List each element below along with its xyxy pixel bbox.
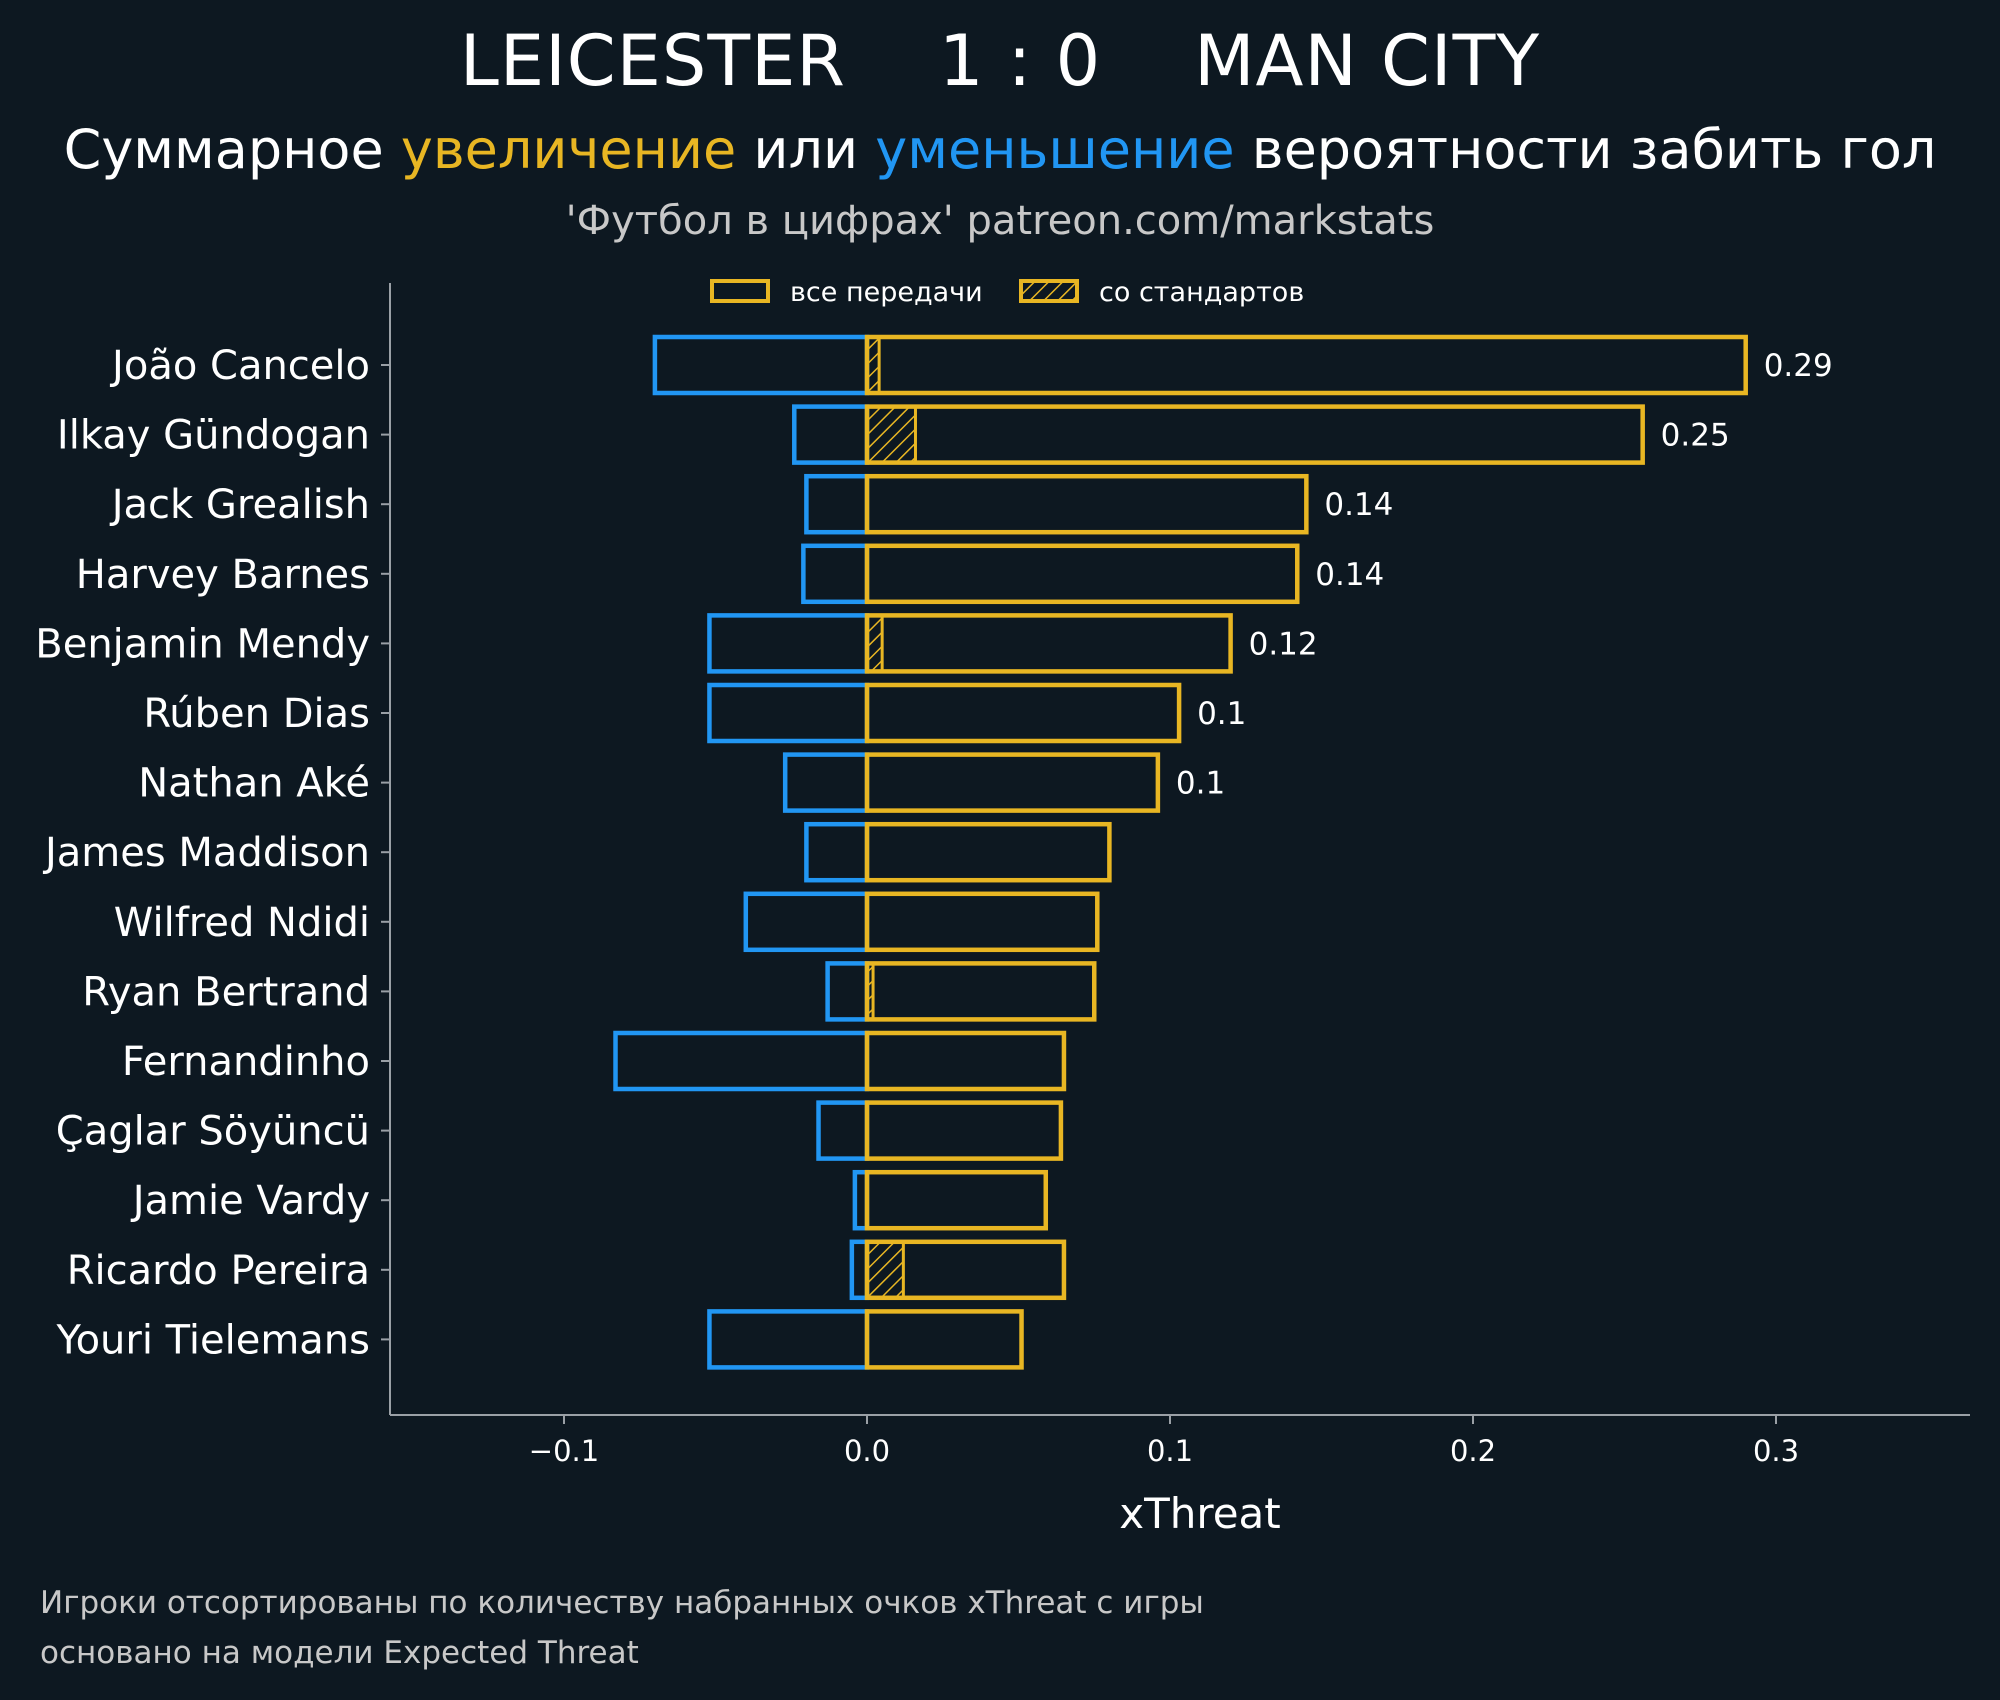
- match-title: LEICESTER 1 : 0 MAN CITY: [0, 20, 2000, 102]
- subtitle-middle: или: [736, 118, 876, 181]
- bar-decrease: [707, 1309, 870, 1370]
- value-label: 0.25: [1661, 418, 1730, 454]
- bar-increase: [864, 752, 1161, 813]
- bar-increase: [864, 334, 1748, 396]
- bar-decrease: [613, 1030, 870, 1092]
- value-label: 0.14: [1324, 487, 1393, 523]
- bar-increase: [864, 891, 1100, 953]
- bar-set-pieces: [865, 1240, 905, 1300]
- bar-decrease: [816, 1100, 870, 1161]
- y-tick-label: Jack Grealish: [109, 482, 370, 528]
- bar-increase: [864, 613, 1233, 674]
- y-tick-label: Benjamin Mendy: [35, 621, 370, 667]
- y-tick-label: Youri Tielemans: [55, 1317, 370, 1363]
- bar-decrease: [743, 891, 870, 953]
- x-axis-label: xThreat: [1119, 1489, 1281, 1538]
- match-score: 1 : 0: [938, 20, 1102, 102]
- subtitle-prefix: Суммарное: [63, 118, 401, 181]
- y-tick-label: Rúben Dias: [143, 691, 370, 737]
- y-tick-label: Ilkay Gündogan: [57, 413, 370, 459]
- y-tick-label: Ricardo Pereira: [67, 1248, 370, 1294]
- y-tick-label: Ryan Bertrand: [82, 969, 370, 1015]
- bar-decrease: [652, 334, 870, 396]
- bar-increase: [864, 821, 1112, 883]
- bar-decrease: [849, 1239, 870, 1301]
- y-tick-label: Çaglar Söyüncü: [56, 1109, 370, 1155]
- y-tick-label: James Maddison: [42, 830, 370, 876]
- y-tick-label: Fernandinho: [122, 1039, 370, 1085]
- bar-increase: [864, 543, 1300, 605]
- chart-legend: все передачи со стандартов: [710, 277, 1304, 308]
- bar-increase: [864, 1030, 1067, 1092]
- bar-decrease: [707, 682, 870, 744]
- y-tick-label: Nathan Aké: [138, 761, 370, 807]
- bar-increase: [864, 404, 1645, 465]
- value-label: 0.29: [1764, 348, 1833, 384]
- bar-set-pieces: [865, 613, 884, 673]
- bar-set-pieces: [865, 405, 917, 465]
- x-tick-label: 0.0: [844, 1434, 890, 1468]
- bar-increase: [864, 961, 1097, 1022]
- chart-subtitle: Суммарное увеличение или уменьшение веро…: [0, 118, 2000, 181]
- bar-increase: [864, 473, 1309, 535]
- bar-increase: [864, 682, 1182, 744]
- x-tick-label: 0.2: [1450, 1434, 1496, 1468]
- y-tick-label: Harvey Barnes: [76, 552, 370, 598]
- bar-decrease: [792, 404, 870, 465]
- bar-decrease: [707, 613, 870, 674]
- x-tick-label: 0.3: [1753, 1434, 1799, 1468]
- legend-label-all-passes: все передачи: [790, 277, 983, 308]
- bar-decrease: [801, 543, 870, 605]
- bar-decrease: [804, 821, 870, 883]
- bar-decrease: [825, 961, 870, 1022]
- away-team: MAN CITY: [1194, 20, 1541, 102]
- value-label: 0.1: [1176, 766, 1225, 802]
- y-tick-label: Wilfred Ndidi: [114, 900, 370, 946]
- value-label: 0.12: [1249, 626, 1318, 662]
- bar-increase: [864, 1239, 1067, 1301]
- y-tick-label: Jamie Vardy: [130, 1178, 370, 1224]
- plot-area: −0.1 0.0 0.1 0.2 0.3 xThreat João Cancelo 0.29 I…: [35, 283, 1970, 1538]
- x-tick-label: −0.1: [529, 1434, 599, 1468]
- source-credit: 'Футбол в цифрах' patreon.com/markstats: [565, 198, 1435, 244]
- legend-swatch-set-pieces: [1019, 279, 1079, 303]
- legend-label-set-pieces: со стандартов: [1099, 277, 1304, 308]
- bar-increase: [864, 1169, 1049, 1231]
- subtitle-increase: увеличение: [400, 118, 737, 181]
- bar-increase: [864, 1100, 1064, 1161]
- bar-increase: [864, 1309, 1024, 1370]
- value-label: 0.14: [1315, 557, 1384, 593]
- subtitle-suffix: вероятности забить гол: [1234, 118, 1937, 181]
- footnote-sorting: Игроки отсортированы по количеству набра…: [40, 1585, 1204, 1621]
- value-label: 0.1: [1197, 696, 1246, 732]
- x-tick-label: 0.1: [1147, 1434, 1193, 1468]
- bar-decrease: [782, 752, 870, 813]
- y-tick-label: João Cancelo: [109, 343, 370, 389]
- home-team: LEICESTER: [459, 20, 846, 102]
- footnote-model: основано на модели Expected Threat: [40, 1635, 639, 1671]
- legend-swatch-all-passes: [710, 279, 770, 303]
- subtitle-decrease: уменьшение: [875, 118, 1235, 181]
- bar-decrease: [804, 473, 870, 535]
